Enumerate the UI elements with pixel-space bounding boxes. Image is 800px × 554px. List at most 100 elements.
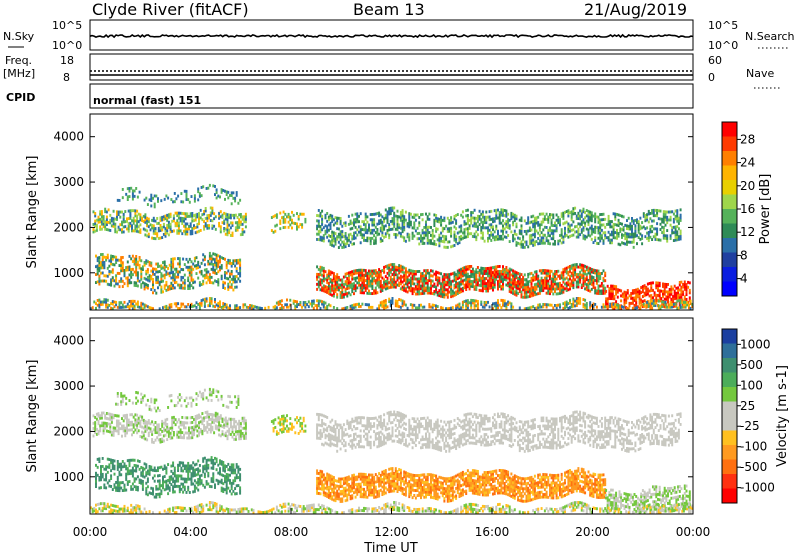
range-gate-cell [682, 290, 685, 294]
range-gate-cell [550, 218, 553, 222]
range-gate-cell [585, 214, 588, 218]
range-gate-cell [198, 212, 200, 216]
range-gate-cell [398, 284, 401, 288]
range-gate-cell [473, 222, 476, 225]
range-gate-cell [319, 288, 322, 292]
range-gate-cell [331, 241, 334, 245]
range-gate-cell [475, 275, 478, 279]
range-gate-cell [214, 305, 216, 309]
range-gate-cell [585, 288, 588, 292]
range-gate-cell [324, 229, 327, 233]
range-gate-cell [388, 233, 391, 237]
range-gate-cell [594, 289, 597, 292]
range-gate-cell [476, 214, 479, 218]
range-gate-cell [446, 288, 449, 292]
range-gate-cell [230, 277, 233, 281]
range-gate-cell [463, 233, 466, 237]
range-gate-cell [381, 300, 384, 304]
range-gate-cell [512, 286, 515, 290]
range-gate-cell [461, 236, 464, 240]
range-gate-cell [559, 234, 561, 238]
range-gate-cell [463, 273, 466, 277]
nave-label: Nave [746, 67, 774, 80]
range-gate-cell [179, 216, 182, 220]
range-gate-cell [471, 216, 474, 220]
range-gate-cell [458, 288, 461, 292]
range-gate-cell [518, 229, 521, 233]
range-gate-cell [669, 303, 672, 307]
range-gate-cell [215, 258, 218, 262]
range-gate-cell [181, 219, 184, 223]
range-gate-cell [226, 233, 229, 237]
range-gate-cell [162, 439, 165, 443]
range-gate-cell [105, 223, 108, 227]
range-gate-cell [525, 278, 528, 282]
range-gate-cell [146, 278, 149, 282]
range-gate-cell [413, 213, 416, 217]
range-gate-cell [621, 241, 623, 245]
range-gate-cell [172, 286, 175, 290]
range-gate-cell [329, 285, 332, 289]
range-gate-cell [383, 304, 386, 308]
range-gate-cell [112, 426, 115, 430]
range-gate-cell [361, 302, 364, 306]
range-gate-cell [465, 301, 468, 305]
range-gate-cell [177, 418, 180, 422]
range-gate-cell [512, 284, 515, 288]
range-gate-cell [179, 229, 182, 233]
range-gate-cell [96, 256, 99, 260]
range-gate-cell [538, 212, 541, 216]
range-gate-cell [403, 228, 406, 232]
range-gate-cell [624, 223, 627, 227]
range-gate-cell [492, 228, 494, 232]
range-gate-cell [105, 256, 108, 259]
range-gate-cell [162, 261, 164, 265]
range-gate-cell [592, 268, 595, 272]
range-gate-cell [425, 220, 427, 224]
range-gate-cell [570, 303, 573, 306]
range-gate-cell [461, 279, 464, 283]
range-gate-cell [398, 264, 401, 268]
range-gate-cell [413, 282, 416, 286]
range-gate-cell [284, 212, 287, 216]
range-gate-cell [92, 434, 95, 438]
range-gate-cell [344, 275, 347, 279]
range-gate-cell [203, 276, 206, 280]
range-gate-cell [93, 300, 96, 304]
range-gate-cell [674, 233, 677, 237]
range-gate-cell [351, 285, 354, 289]
range-gate-cell [409, 284, 412, 288]
range-gate-cell [220, 274, 223, 278]
range-gate-cell [162, 306, 164, 310]
range-gate-cell [351, 287, 354, 291]
range-gate-cell [533, 288, 536, 292]
range-gate-cell [373, 234, 376, 238]
range-gate-cell [637, 222, 640, 226]
range-gate-cell [475, 238, 478, 242]
range-gate-cell [100, 300, 102, 304]
range-gate-cell [153, 194, 156, 198]
range-gate-cell [344, 272, 347, 276]
range-gate-cell [453, 291, 456, 295]
range-gate-cell [173, 275, 176, 279]
range-gate-cell [445, 245, 448, 249]
range-gate-cell [613, 284, 616, 288]
range-gate-cell [176, 229, 179, 233]
range-gate-cell [523, 293, 526, 297]
range-gate-cell [198, 265, 201, 269]
range-gate-cell [376, 276, 379, 280]
range-gate-cell [105, 258, 108, 262]
range-gate-cell [572, 281, 575, 285]
range-gate-cell [121, 266, 124, 270]
range-gate-cell [600, 272, 603, 275]
range-gate-cell [592, 286, 595, 289]
range-gate-cell [124, 416, 127, 420]
range-gate-cell [505, 212, 508, 216]
range-gate-cell [487, 282, 489, 285]
range-gate-cell [113, 284, 116, 288]
range-gate-cell [359, 278, 362, 282]
range-gate-cell [279, 299, 282, 303]
range-gate-cell [394, 268, 397, 272]
range-gate-cell [188, 281, 191, 285]
range-gate-cell [368, 269, 370, 273]
